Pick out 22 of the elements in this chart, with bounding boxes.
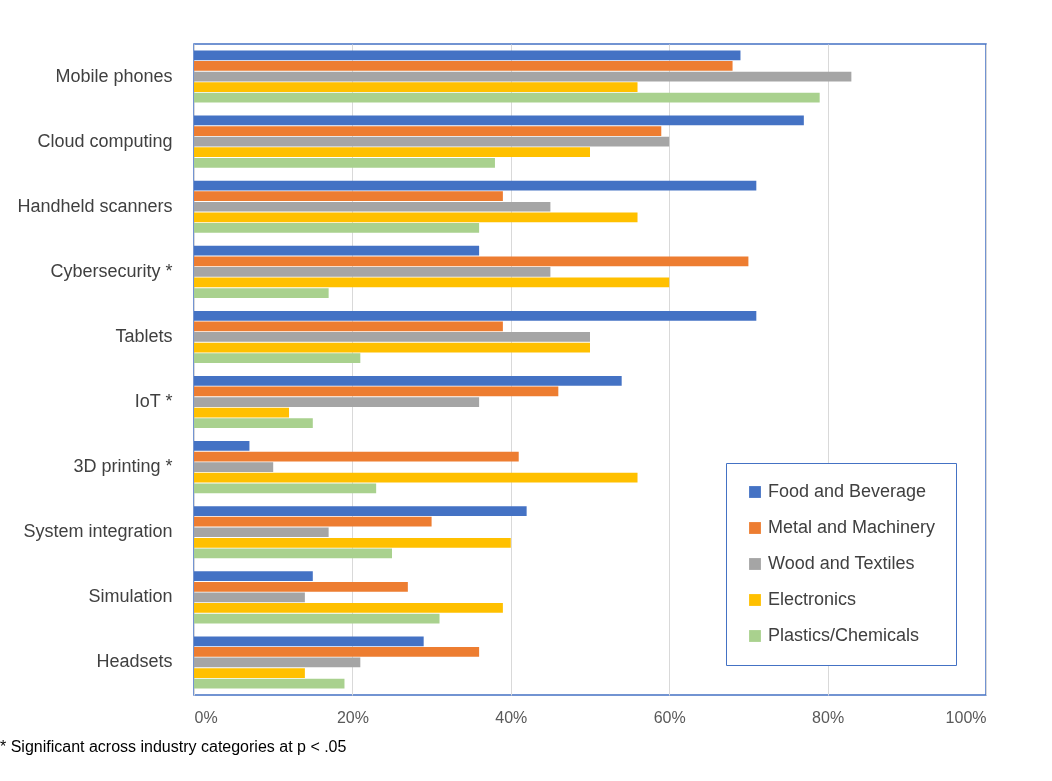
legend-label: Plastics/Chemicals [768, 625, 920, 645]
y-tick-label: Headsets [96, 651, 173, 672]
y-tick-label: Cloud computing [37, 130, 173, 151]
legend-label: Food and Beverage [768, 481, 927, 501]
y-tick-label: Mobile phones [55, 65, 173, 86]
y-tick-label: 3D printing * [73, 456, 173, 477]
y-tick-label: IoT * [134, 391, 173, 412]
y-tick-label: Cybersecurity * [50, 260, 173, 281]
x-tick-label: 20% [336, 708, 369, 726]
y-tick-label: Tablets [115, 325, 173, 346]
x-tick-label: 0% [194, 708, 218, 726]
x-tick-label: 100% [945, 708, 987, 726]
x-tick-label: 40% [495, 708, 528, 726]
legend-label: Electronics [768, 589, 857, 609]
x-tick-label: 60% [653, 708, 686, 726]
legend-label: Wood and Textiles [768, 553, 915, 573]
text: * Significant across industry categories at p < .05 [0, 738, 347, 755]
x-tick-label: 80% [812, 708, 845, 726]
y-tick-label: System integration [23, 521, 173, 542]
y-tick-label: Simulation [88, 586, 173, 607]
y-tick-label: Handheld scanners [17, 195, 173, 216]
legend-label: Metal and Machinery [768, 517, 936, 537]
